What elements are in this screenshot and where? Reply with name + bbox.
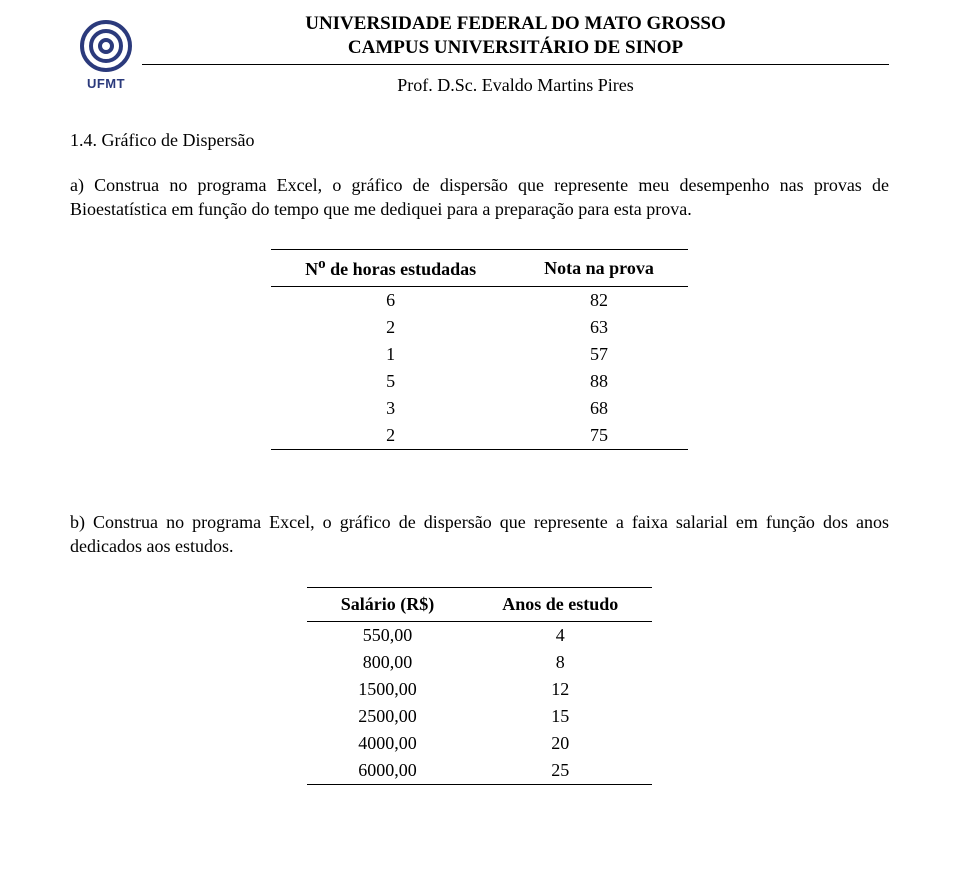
cell: 63 bbox=[510, 314, 688, 341]
col0-base: N bbox=[305, 259, 318, 279]
header-center: UNIVERSIDADE FEDERAL DO MATO GROSSO CAMP… bbox=[142, 12, 889, 126]
cell: 6000,00 bbox=[307, 757, 469, 785]
institution-logo: UFMT bbox=[70, 20, 142, 91]
cell: 6 bbox=[271, 287, 510, 315]
section-title: 1.4. Gráfico de Dispersão bbox=[70, 130, 889, 151]
cell: 800,00 bbox=[307, 649, 469, 676]
col0-sup: o bbox=[318, 256, 326, 272]
cell: 8 bbox=[468, 649, 652, 676]
professor-line: Prof. D.Sc. Evaldo Martins Pires bbox=[397, 75, 633, 96]
cell: 82 bbox=[510, 287, 688, 315]
cell: 88 bbox=[510, 368, 688, 395]
university-name-line1: UNIVERSIDADE FEDERAL DO MATO GROSSO bbox=[305, 12, 726, 36]
table-row: 263 bbox=[271, 314, 688, 341]
table-row: 6000,0025 bbox=[307, 757, 653, 785]
paragraph-a: a) Construa no programa Excel, o gráfico… bbox=[70, 173, 889, 222]
cell: 1500,00 bbox=[307, 676, 469, 703]
table-row: 275 bbox=[271, 422, 688, 450]
table-row: 2500,0015 bbox=[307, 703, 653, 730]
cell: 25 bbox=[468, 757, 652, 785]
table-row: 550,004 bbox=[307, 621, 653, 649]
logo-label: UFMT bbox=[87, 76, 125, 91]
header-rule bbox=[142, 64, 889, 65]
cell: 550,00 bbox=[307, 621, 469, 649]
table-row: 682 bbox=[271, 287, 688, 315]
document-header: UFMT UNIVERSIDADE FEDERAL DO MATO GROSSO… bbox=[70, 12, 889, 126]
cell: 1 bbox=[271, 341, 510, 368]
table2-col0-header: Salário (R$) bbox=[307, 587, 469, 621]
table2-col1-header: Anos de estudo bbox=[468, 587, 652, 621]
cell: 4 bbox=[468, 621, 652, 649]
table-horas-nota: No de horas estudadas Nota na prova 682 … bbox=[271, 249, 688, 450]
table1-col1-header: Nota na prova bbox=[510, 250, 688, 287]
cell: 4000,00 bbox=[307, 730, 469, 757]
cell: 12 bbox=[468, 676, 652, 703]
table-row: 4000,0020 bbox=[307, 730, 653, 757]
paragraph-b: b) Construa no programa Excel, o gráfico… bbox=[70, 510, 889, 559]
table-salario-anos: Salário (R$) Anos de estudo 550,004 800,… bbox=[307, 587, 653, 785]
cell: 20 bbox=[468, 730, 652, 757]
table2-body: 550,004 800,008 1500,0012 2500,0015 4000… bbox=[307, 621, 653, 784]
table-row: 1500,0012 bbox=[307, 676, 653, 703]
cell: 3 bbox=[271, 395, 510, 422]
table1-col0-header: No de horas estudadas bbox=[271, 250, 510, 287]
logo-rings-icon bbox=[80, 20, 132, 72]
col0-rest: de horas estudadas bbox=[326, 259, 477, 279]
cell: 2 bbox=[271, 422, 510, 450]
cell: 75 bbox=[510, 422, 688, 450]
table-row: 588 bbox=[271, 368, 688, 395]
cell: 57 bbox=[510, 341, 688, 368]
university-name-line2: CAMPUS UNIVERSITÁRIO DE SINOP bbox=[348, 36, 683, 60]
cell: 5 bbox=[271, 368, 510, 395]
table-row: 368 bbox=[271, 395, 688, 422]
cell: 2500,00 bbox=[307, 703, 469, 730]
cell: 2 bbox=[271, 314, 510, 341]
table-row: 157 bbox=[271, 341, 688, 368]
cell: 68 bbox=[510, 395, 688, 422]
table1-body: 682 263 157 588 368 275 bbox=[271, 287, 688, 450]
cell: 15 bbox=[468, 703, 652, 730]
table-row: 800,008 bbox=[307, 649, 653, 676]
